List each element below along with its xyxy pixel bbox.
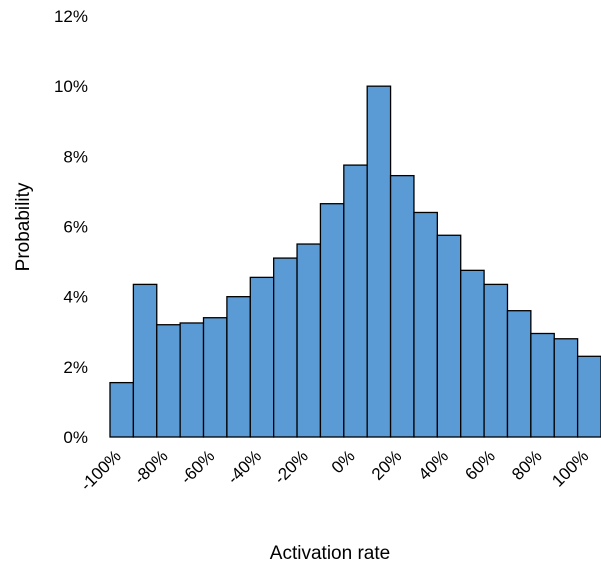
histogram-bar [576,355,601,438]
x-tick-label: -20% [270,446,311,487]
histogram-bar [319,203,345,438]
x-axis-title: Activation rate [270,543,390,564]
y-tick-label: 0% [63,428,88,447]
histogram-bar [296,243,322,438]
bars-group [109,85,601,438]
histogram-bar [202,317,228,438]
y-tick-label: 4% [63,288,88,307]
histogram-bar [109,381,135,438]
x-tick-label: 0% [328,446,359,477]
histogram-bar [553,338,579,438]
histogram-bar [389,174,415,438]
x-tick-label: -40% [224,446,265,487]
x-axis-ticks: -100% -80% -60% -40% -20% 0% 20% 40% 60% 80% 100% [77,446,593,494]
y-tick-label: 10% [54,77,88,96]
x-tick-label: 100% [548,446,592,490]
histogram-bar [530,332,555,438]
y-tick-label: 6% [63,218,88,237]
histogram-bar [343,164,368,438]
histogram-bar [460,269,485,438]
histogram-bar [483,283,509,438]
x-tick-label: 80% [508,446,545,483]
y-tick-label: 8% [63,147,88,166]
x-tick-label: -60% [177,446,218,487]
histogram-bar [413,211,438,438]
histogram-bar [132,283,158,438]
x-tick-label: -80% [130,446,171,487]
histogram-bar [506,310,532,438]
x-tick-label: -100% [77,446,125,494]
x-tick-label: 60% [461,446,498,483]
histogram-bar [436,234,462,438]
y-axis-title: Probability [13,182,34,271]
x-tick-label: 40% [415,446,452,483]
histogram-bar [156,324,181,438]
y-tick-label: 2% [63,358,88,377]
histogram-bar [179,322,205,438]
histogram-bar [249,276,275,438]
x-tick-label: 20% [368,446,405,483]
y-axis-ticks: 0% 2% 4% 6% 8% 10% 12% [54,7,88,447]
histogram-bar [273,257,298,438]
y-tick-label: 12% [54,7,88,26]
histogram-bar [366,85,392,438]
histogram-bar [226,296,251,438]
